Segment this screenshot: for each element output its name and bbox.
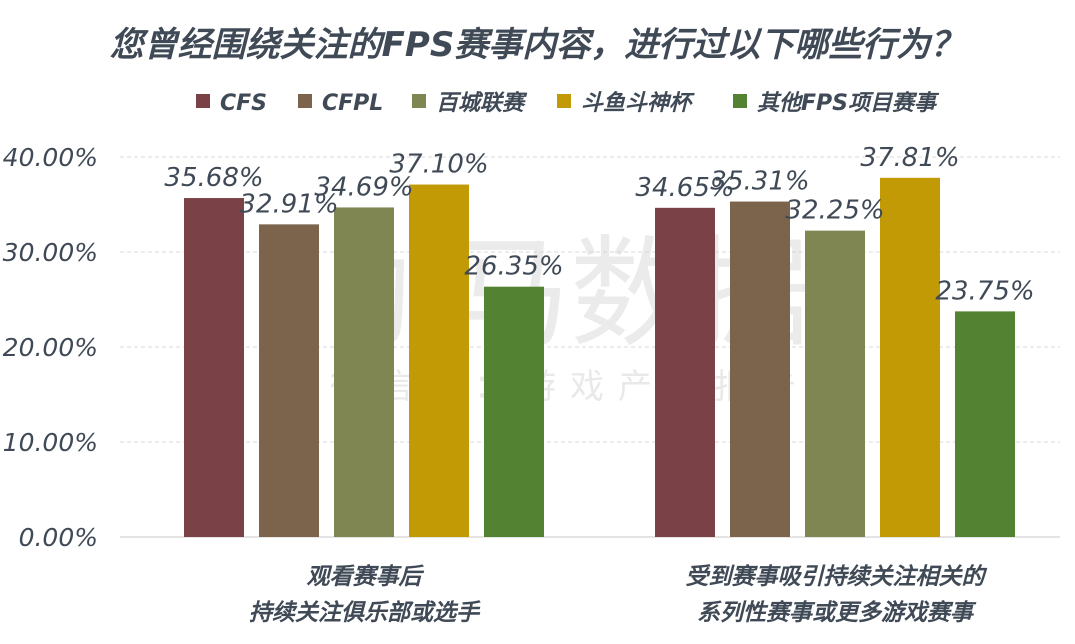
category-label: 受到赛事吸引持续关注相关的 (686, 564, 988, 590)
data-label: 32.25% (785, 196, 884, 226)
data-labels: 35.68% 34.65% 32.91% 35.31% 34.69% 32.25% 37.1… (164, 143, 1034, 307)
y-tick-label: 30.00% (3, 238, 98, 267)
data-label: 35.68% (164, 163, 263, 193)
bar (184, 198, 244, 538)
y-tick-label: 0.00% (19, 523, 98, 552)
bar (805, 230, 865, 537)
watermark-sub: 微信号：游戏产业报告 (330, 367, 810, 407)
legend-swatch (733, 94, 747, 108)
bar (955, 311, 1015, 537)
bar (484, 286, 544, 537)
legend-label: CFPL (322, 91, 383, 116)
category-label: 观看赛事后 (307, 564, 425, 590)
legend-label: 斗鱼斗神杯 (581, 90, 695, 116)
y-tick-label: 10.00% (3, 428, 98, 457)
legend-swatch (196, 94, 210, 108)
y-tick-label: 40.00% (3, 143, 98, 172)
legend-label: CFS (220, 91, 267, 116)
bars (184, 177, 1015, 538)
legend-label: 百城联赛 (436, 90, 528, 116)
data-label: 26.35% (464, 252, 563, 282)
data-label: 37.81% (860, 143, 959, 173)
bar (259, 224, 319, 538)
y-tick-label: 20.00% (3, 333, 98, 362)
bar (730, 201, 790, 537)
data-label: 34.65% (635, 173, 734, 203)
chart-title: 您曾经围绕关注的FPS赛事内容，进行过以下哪些行为？ (110, 25, 965, 65)
category-label: 持续关注俱乐部或选手 (249, 600, 481, 626)
y-axis: 0.00% 10.00% 20.00% 30.00% 40.00% (3, 143, 98, 552)
data-label: 23.75% (935, 276, 1034, 306)
data-label: 32.91% (239, 189, 338, 219)
legend-label: 其他FPS项目赛事 (757, 90, 940, 116)
data-label: 35.31% (710, 167, 809, 197)
data-label: 34.69% (314, 172, 413, 202)
category-label: 系列性赛事或更多游戏赛事 (697, 600, 977, 626)
data-label: 37.10% (389, 150, 488, 180)
bar (334, 207, 394, 537)
bar (409, 184, 469, 538)
bar (655, 207, 715, 537)
legend-swatch (557, 94, 571, 108)
legend-swatch (412, 94, 426, 108)
bar (880, 177, 940, 537)
legend-swatch (298, 94, 312, 108)
legend: CFS CFPL 百城联赛 斗鱼斗神杯 其他FPS项目赛事 (196, 90, 940, 116)
